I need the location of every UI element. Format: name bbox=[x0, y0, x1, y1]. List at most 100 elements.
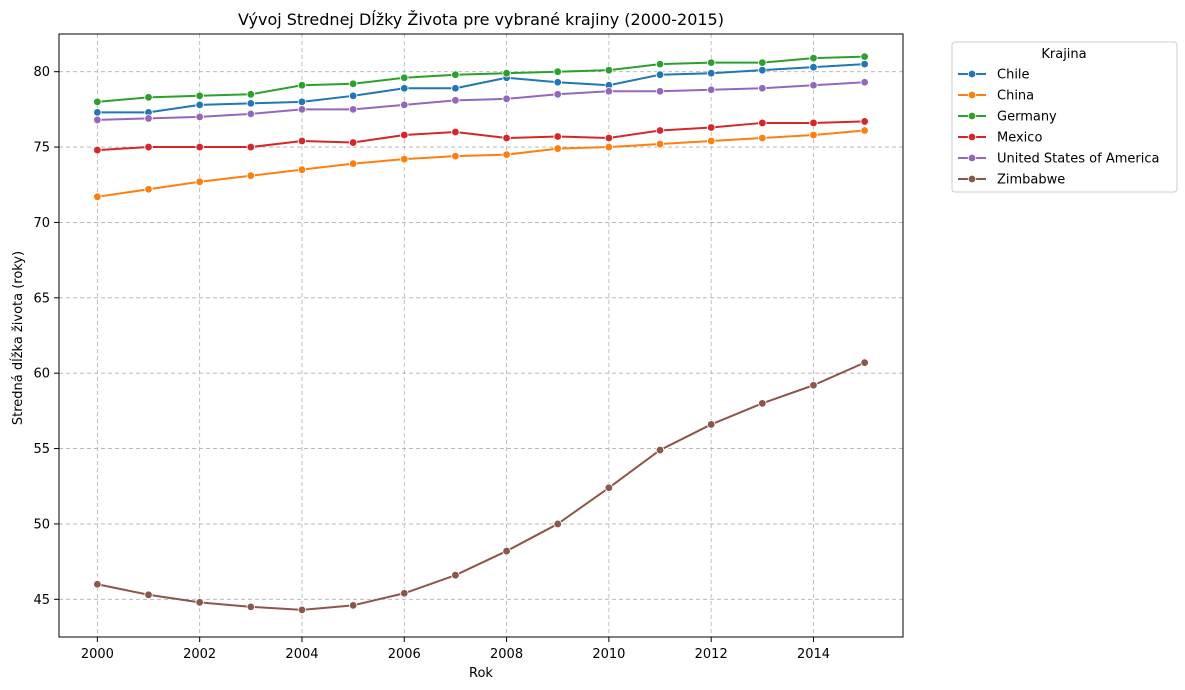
plot-frame bbox=[58, 33, 904, 638]
data-point-germany-2012 bbox=[706, 58, 716, 67]
series-mexico bbox=[93, 117, 869, 155]
y-tick-label: 80 bbox=[33, 65, 50, 80]
x-tick-label: 2006 bbox=[388, 647, 421, 662]
data-point-united-states-of-america-2014 bbox=[809, 81, 818, 90]
series-china bbox=[93, 126, 869, 202]
data-point-united-states-of-america-2015 bbox=[860, 78, 869, 87]
data-point-chile-2002 bbox=[195, 100, 204, 110]
data-point-united-states-of-america-2012 bbox=[706, 85, 716, 94]
legend-item-china: China bbox=[958, 89, 1034, 104]
data-point-zimbabwe-2005 bbox=[348, 601, 358, 610]
data-point-china-2006 bbox=[400, 154, 409, 164]
data-point-germany-2003 bbox=[246, 90, 256, 99]
data-point-chile-2015 bbox=[860, 59, 869, 69]
legend-marker-china bbox=[967, 90, 977, 100]
series-line-china bbox=[97, 129, 865, 198]
series-lines bbox=[93, 52, 869, 615]
data-point-mexico-2012 bbox=[706, 123, 716, 132]
data-point-zimbabwe-2007 bbox=[451, 570, 460, 580]
legend-marker-zimbabwe bbox=[967, 174, 977, 184]
data-point-chile-2003 bbox=[246, 99, 256, 108]
x-tick-label: 2000 bbox=[81, 647, 114, 662]
data-point-zimbabwe-2002 bbox=[195, 598, 204, 607]
data-point-chile-2006 bbox=[400, 84, 409, 93]
legend-frame bbox=[951, 41, 1178, 193]
data-point-germany-2009 bbox=[553, 67, 562, 76]
data-point-germany-2000 bbox=[93, 97, 102, 107]
legend-item-chile: Chile bbox=[958, 68, 1030, 83]
data-point-china-2009 bbox=[553, 144, 562, 153]
data-point-mexico-2011 bbox=[655, 126, 665, 135]
x-tick-label: 2004 bbox=[285, 647, 318, 662]
data-point-united-states-of-america-2010 bbox=[604, 87, 614, 96]
legend-label-germany: Germany bbox=[997, 110, 1057, 125]
data-point-china-2005 bbox=[348, 159, 358, 168]
data-point-germany-2007 bbox=[451, 70, 460, 79]
data-point-chile-2014 bbox=[809, 62, 818, 72]
data-point-zimbabwe-2012 bbox=[706, 420, 716, 429]
data-point-zimbabwe-2004 bbox=[297, 605, 307, 615]
series-united-states-of-america bbox=[93, 78, 869, 125]
data-point-china-2013 bbox=[758, 133, 767, 143]
data-point-united-states-of-america-2001 bbox=[144, 114, 153, 123]
y-tick-label: 65 bbox=[33, 291, 50, 306]
data-point-chile-2013 bbox=[758, 65, 767, 75]
data-point-germany-2011 bbox=[655, 59, 665, 69]
data-point-china-2010 bbox=[604, 142, 614, 152]
data-point-united-states-of-america-2008 bbox=[502, 94, 511, 104]
x-tick-label: 2010 bbox=[592, 647, 625, 662]
x-tick-label: 2014 bbox=[797, 647, 830, 662]
data-point-zimbabwe-2006 bbox=[400, 589, 409, 598]
data-point-zimbabwe-2008 bbox=[502, 546, 511, 556]
data-point-china-2000 bbox=[93, 192, 102, 202]
data-point-china-2014 bbox=[809, 130, 818, 140]
data-point-zimbabwe-2014 bbox=[809, 381, 818, 390]
legend-label-china: China bbox=[997, 89, 1034, 104]
data-point-zimbabwe-2000 bbox=[93, 580, 102, 589]
data-point-mexico-2006 bbox=[400, 130, 409, 140]
series-line-mexico bbox=[97, 120, 865, 152]
data-point-zimbabwe-2003 bbox=[246, 602, 256, 612]
data-point-united-states-of-america-2002 bbox=[195, 112, 204, 122]
legend-label-zimbabwe: Zimbabwe bbox=[997, 173, 1065, 188]
data-point-china-2001 bbox=[144, 185, 153, 194]
legend-item-mexico: Mexico bbox=[958, 131, 1042, 146]
data-point-chile-2009 bbox=[553, 78, 562, 87]
data-point-china-2015 bbox=[860, 126, 869, 135]
chart-title: Vývoj Strednej Dĺžky Života pre vybrané … bbox=[238, 10, 724, 29]
data-point-united-states-of-america-2006 bbox=[400, 100, 409, 110]
data-point-mexico-2004 bbox=[297, 136, 307, 146]
data-point-zimbabwe-2015 bbox=[860, 358, 869, 367]
data-point-china-2007 bbox=[451, 151, 460, 161]
data-point-united-states-of-america-2013 bbox=[758, 84, 767, 93]
data-point-chile-2000 bbox=[93, 108, 102, 117]
legend-item-zimbabwe: Zimbabwe bbox=[958, 173, 1065, 188]
data-point-mexico-2014 bbox=[809, 118, 818, 128]
x-axis-label: Rok bbox=[469, 666, 493, 681]
data-point-mexico-2009 bbox=[553, 132, 562, 141]
data-point-mexico-2008 bbox=[502, 133, 511, 143]
legend-item-united-states-of-america: United States of America bbox=[958, 152, 1159, 167]
x-tick-label: 2002 bbox=[183, 647, 216, 662]
series-line-zimbabwe bbox=[97, 361, 866, 611]
legend-marker-united-states-of-america bbox=[967, 153, 977, 163]
data-point-germany-2013 bbox=[758, 58, 767, 67]
y-tick-label: 50 bbox=[33, 517, 50, 532]
data-point-mexico-2003 bbox=[246, 142, 256, 152]
data-point-germany-2005 bbox=[348, 79, 358, 88]
legend-marker-mexico bbox=[967, 132, 977, 142]
data-point-chile-2011 bbox=[655, 70, 665, 79]
series-germany bbox=[93, 52, 869, 107]
data-point-zimbabwe-2011 bbox=[655, 445, 665, 455]
series-zimbabwe bbox=[93, 358, 869, 615]
data-point-mexico-2007 bbox=[451, 127, 460, 137]
data-point-zimbabwe-2009 bbox=[553, 519, 562, 529]
data-point-mexico-2001 bbox=[144, 142, 153, 152]
data-point-united-states-of-america-2009 bbox=[553, 90, 562, 99]
data-point-germany-2008 bbox=[502, 68, 511, 78]
series-line-chile bbox=[97, 63, 865, 114]
legend-label-chile: Chile bbox=[997, 68, 1030, 83]
data-point-zimbabwe-2010 bbox=[604, 483, 614, 492]
data-point-chile-2004 bbox=[297, 97, 307, 107]
